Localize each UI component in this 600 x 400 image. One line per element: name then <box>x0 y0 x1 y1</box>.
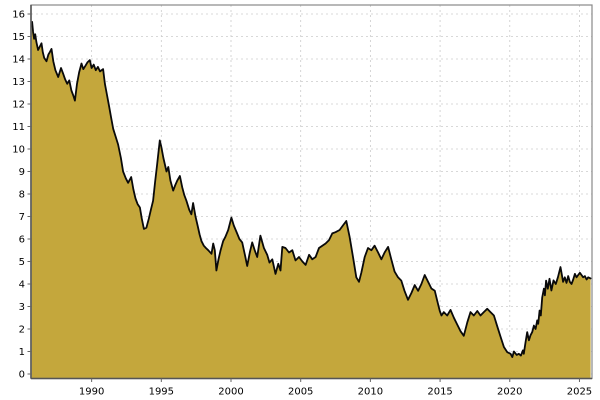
x-tick-label: 2025 <box>567 387 592 398</box>
x-tick-label: 1990 <box>79 387 104 398</box>
y-tick-label: 6 <box>19 235 25 246</box>
y-tick-label: 0 <box>19 370 25 381</box>
y-tick-label: 8 <box>19 190 25 201</box>
y-tick-label: 10 <box>12 145 25 156</box>
y-tick-label: 2 <box>19 325 25 336</box>
data-series <box>30 21 592 379</box>
y-tick-label: 9 <box>19 167 25 178</box>
y-tick-label: 11 <box>12 122 25 133</box>
y-tick-label: 12 <box>12 100 25 111</box>
y-tick-label: 13 <box>12 77 25 88</box>
x-tick-label: 2015 <box>427 387 452 398</box>
y-tick-label: 3 <box>19 302 25 313</box>
x-tick-label: 2020 <box>497 387 522 398</box>
y-tick-label: 7 <box>19 212 25 223</box>
y-tick-label: 15 <box>12 32 25 43</box>
axes-frame <box>30 4 593 380</box>
y-tick-label: 5 <box>19 257 25 268</box>
x-tick-label: 2000 <box>218 387 243 398</box>
y-tick-label: 16 <box>12 10 25 21</box>
series-line <box>30 21 592 358</box>
x-tick-label: 2005 <box>288 387 313 398</box>
area-fill <box>31 21 591 379</box>
y-tick-label: 14 <box>12 55 25 66</box>
x-tick-label: 2010 <box>358 387 383 398</box>
x-tick-label: 1995 <box>149 387 174 398</box>
y-tick-label: 1 <box>19 347 25 358</box>
y-tick-label: 4 <box>19 280 25 291</box>
